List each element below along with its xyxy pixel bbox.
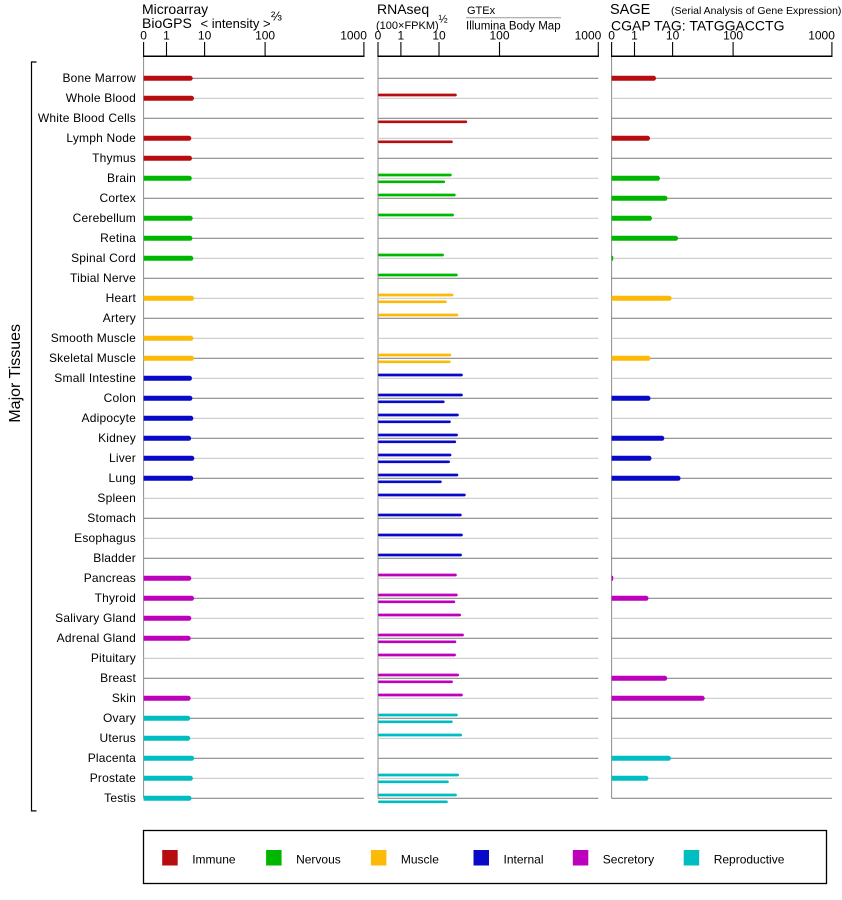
- svg-text:100: 100: [489, 29, 509, 43]
- svg-text:Brain: Brain: [107, 171, 136, 185]
- svg-text:(Serial Analysis of Gene Expre: (Serial Analysis of Gene Expression): [671, 5, 841, 17]
- svg-text:Nervous: Nervous: [296, 853, 341, 867]
- svg-text:10: 10: [432, 29, 446, 43]
- svg-text:1000: 1000: [575, 29, 602, 43]
- svg-text:Esophagus: Esophagus: [74, 531, 136, 545]
- svg-text:Heart: Heart: [106, 291, 137, 305]
- svg-text:Placenta: Placenta: [88, 751, 136, 765]
- svg-text:Microarray: Microarray: [142, 1, 208, 17]
- svg-text:Salivary Gland: Salivary Gland: [55, 611, 136, 625]
- svg-text:Bone Marrow: Bone Marrow: [62, 71, 136, 85]
- svg-text:1: 1: [631, 29, 638, 43]
- svg-text:SAGE: SAGE: [610, 2, 651, 18]
- svg-text:RNAseq: RNAseq: [377, 1, 429, 17]
- svg-text:Breast: Breast: [100, 671, 136, 685]
- svg-text:0: 0: [140, 29, 147, 43]
- svg-text:Thymus: Thymus: [92, 151, 136, 165]
- svg-text:CGAP TAG: TATGGACCTG: CGAP TAG: TATGGACCTG: [611, 18, 784, 34]
- svg-text:Spleen: Spleen: [97, 491, 136, 505]
- svg-text:GTEx: GTEx: [467, 5, 496, 17]
- svg-text:Liver: Liver: [109, 451, 136, 465]
- svg-text:< intensity >: < intensity >: [201, 16, 271, 31]
- svg-text:Pancreas: Pancreas: [84, 571, 136, 585]
- svg-text:Illumina Body Map: Illumina Body Map: [466, 20, 561, 32]
- svg-text:Tibial Nerve: Tibial Nerve: [70, 271, 136, 285]
- svg-text:1000: 1000: [340, 29, 367, 43]
- svg-text:Kidney: Kidney: [98, 431, 136, 445]
- svg-text:1: 1: [163, 29, 170, 43]
- svg-text:BioGPS: BioGPS: [142, 15, 192, 31]
- svg-text:Bladder: Bladder: [93, 551, 136, 565]
- svg-text:Skin: Skin: [112, 691, 136, 705]
- svg-text:100: 100: [723, 29, 743, 43]
- svg-text:10: 10: [666, 29, 680, 43]
- svg-text:Smooth Muscle: Smooth Muscle: [51, 331, 136, 345]
- svg-text:Thyroid: Thyroid: [95, 591, 136, 605]
- svg-text:Colon: Colon: [104, 391, 136, 405]
- svg-text:Lung: Lung: [109, 471, 137, 485]
- svg-text:½: ½: [439, 14, 448, 26]
- svg-text:Whole Blood: Whole Blood: [66, 91, 136, 105]
- svg-text:100: 100: [255, 29, 275, 43]
- svg-text:Artery: Artery: [103, 311, 136, 325]
- svg-text:0: 0: [375, 29, 382, 43]
- svg-text:Uterus: Uterus: [99, 731, 136, 745]
- svg-text:Cerebellum: Cerebellum: [73, 211, 136, 225]
- svg-text:⅔: ⅔: [271, 9, 282, 24]
- svg-text:Cortex: Cortex: [99, 191, 136, 205]
- svg-text:1000: 1000: [808, 29, 835, 43]
- svg-text:Internal: Internal: [504, 853, 544, 867]
- svg-text:Retina: Retina: [100, 231, 136, 245]
- svg-text:Prostate: Prostate: [90, 771, 136, 785]
- svg-text:Secretory: Secretory: [603, 853, 654, 867]
- svg-text:Spinal Cord: Spinal Cord: [71, 251, 136, 265]
- svg-text:(100×FPKM): (100×FPKM): [376, 20, 439, 32]
- svg-text:Major Tissues: Major Tissues: [7, 324, 24, 423]
- svg-text:Reproductive: Reproductive: [714, 853, 785, 867]
- svg-text:Lymph Node: Lymph Node: [66, 131, 136, 145]
- svg-text:Ovary: Ovary: [103, 711, 136, 725]
- svg-text:1: 1: [398, 29, 405, 43]
- svg-text:Immune: Immune: [192, 853, 236, 867]
- svg-text:Adrenal Gland: Adrenal Gland: [57, 631, 136, 645]
- svg-text:0: 0: [608, 29, 615, 43]
- svg-text:White Blood Cells: White Blood Cells: [38, 111, 136, 125]
- svg-text:10: 10: [198, 29, 212, 43]
- svg-text:Small Intestine: Small Intestine: [54, 371, 136, 385]
- svg-text:Adipocyte: Adipocyte: [82, 411, 137, 425]
- svg-text:Stomach: Stomach: [87, 511, 136, 525]
- svg-text:Skeletal Muscle: Skeletal Muscle: [49, 351, 136, 365]
- svg-text:Pituitary: Pituitary: [91, 651, 136, 665]
- svg-text:Muscle: Muscle: [401, 853, 439, 867]
- svg-text:Testis: Testis: [104, 791, 136, 805]
